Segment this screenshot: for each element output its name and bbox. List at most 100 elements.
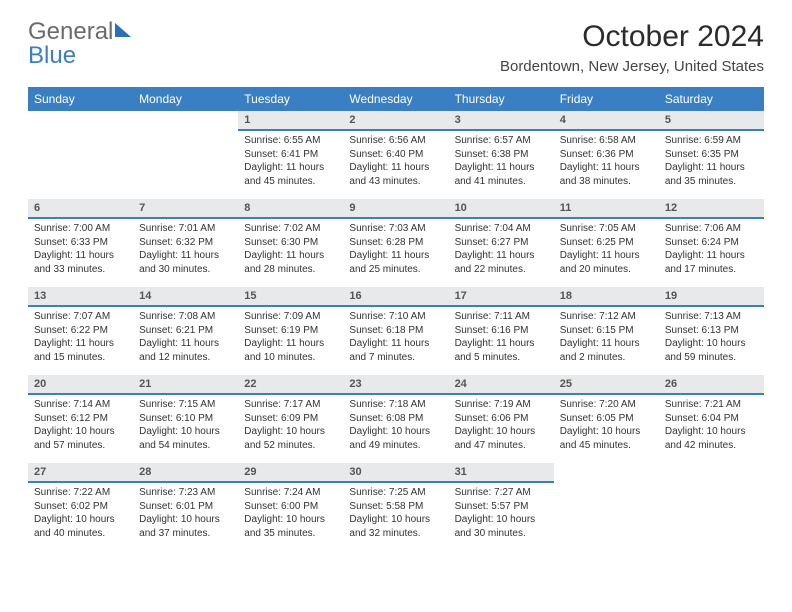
day-details: Sunrise: 6:56 AMSunset: 6:40 PMDaylight:… (343, 131, 448, 194)
daylight-text-1: Daylight: 10 hours (665, 337, 758, 351)
day-details: Sunrise: 7:24 AMSunset: 6:00 PMDaylight:… (238, 483, 343, 546)
day-details: Sunrise: 7:18 AMSunset: 6:08 PMDaylight:… (343, 395, 448, 458)
daylight-text-1: Daylight: 10 hours (139, 513, 232, 527)
day-number: 28 (133, 463, 238, 483)
day-details: Sunrise: 7:13 AMSunset: 6:13 PMDaylight:… (659, 307, 764, 370)
daylight-text-2: and 35 minutes. (665, 175, 758, 189)
daylight-text-2: and 49 minutes. (349, 439, 442, 453)
daylight-text-2: and 20 minutes. (560, 263, 653, 277)
day-number: 12 (659, 199, 764, 219)
sunrise-text: Sunrise: 7:15 AM (139, 398, 232, 412)
day-details: Sunrise: 7:07 AMSunset: 6:22 PMDaylight:… (28, 307, 133, 370)
daylight-text-1: Daylight: 11 hours (455, 161, 548, 175)
daylight-text-2: and 32 minutes. (349, 527, 442, 541)
daylight-text-2: and 40 minutes. (34, 527, 127, 541)
daylight-text-1: Daylight: 11 hours (244, 249, 337, 263)
day-number: 10 (449, 199, 554, 219)
daylight-text-2: and 52 minutes. (244, 439, 337, 453)
day-number: 22 (238, 375, 343, 395)
day-number: 31 (449, 463, 554, 483)
daylight-text-1: Daylight: 10 hours (34, 513, 127, 527)
calendar-day-cell: 17Sunrise: 7:11 AMSunset: 6:16 PMDayligh… (449, 287, 554, 375)
daylight-text-1: Daylight: 11 hours (665, 161, 758, 175)
sunrise-text: Sunrise: 7:21 AM (665, 398, 758, 412)
day-number: 13 (28, 287, 133, 307)
day-details: Sunrise: 7:02 AMSunset: 6:30 PMDaylight:… (238, 219, 343, 282)
daylight-text-1: Daylight: 10 hours (244, 513, 337, 527)
calendar-day-cell: 22Sunrise: 7:17 AMSunset: 6:09 PMDayligh… (238, 375, 343, 463)
day-number: 7 (133, 199, 238, 219)
day-details: Sunrise: 7:08 AMSunset: 6:21 PMDaylight:… (133, 307, 238, 370)
sunset-text: Sunset: 6:38 PM (455, 148, 548, 162)
calendar-day-cell: 26Sunrise: 7:21 AMSunset: 6:04 PMDayligh… (659, 375, 764, 463)
logo-text-block: General Blue (28, 20, 135, 68)
month-title: October 2024 (500, 20, 764, 54)
daylight-text-1: Daylight: 10 hours (34, 425, 127, 439)
daylight-text-2: and 33 minutes. (34, 263, 127, 277)
day-number: 23 (343, 375, 448, 395)
sunset-text: Sunset: 6:19 PM (244, 324, 337, 338)
daylight-text-2: and 10 minutes. (244, 351, 337, 365)
calendar-day-cell: 10Sunrise: 7:04 AMSunset: 6:27 PMDayligh… (449, 199, 554, 287)
day-details: Sunrise: 7:17 AMSunset: 6:09 PMDaylight:… (238, 395, 343, 458)
calendar-day-cell: 21Sunrise: 7:15 AMSunset: 6:10 PMDayligh… (133, 375, 238, 463)
sunset-text: Sunset: 6:08 PM (349, 412, 442, 426)
sunrise-text: Sunrise: 7:00 AM (34, 222, 127, 236)
sunrise-text: Sunrise: 7:20 AM (560, 398, 653, 412)
sunset-text: Sunset: 6:12 PM (34, 412, 127, 426)
daylight-text-1: Daylight: 10 hours (455, 513, 548, 527)
daylight-text-1: Daylight: 11 hours (34, 249, 127, 263)
sunset-text: Sunset: 6:09 PM (244, 412, 337, 426)
sunrise-text: Sunrise: 7:03 AM (349, 222, 442, 236)
day-details: Sunrise: 7:06 AMSunset: 6:24 PMDaylight:… (659, 219, 764, 282)
day-details: Sunrise: 7:10 AMSunset: 6:18 PMDaylight:… (343, 307, 448, 370)
calendar-day-cell: 28Sunrise: 7:23 AMSunset: 6:01 PMDayligh… (133, 463, 238, 551)
sunrise-text: Sunrise: 7:25 AM (349, 486, 442, 500)
sunset-text: Sunset: 6:33 PM (34, 236, 127, 250)
daylight-text-2: and 54 minutes. (139, 439, 232, 453)
sunrise-text: Sunrise: 7:09 AM (244, 310, 337, 324)
day-details: Sunrise: 7:15 AMSunset: 6:10 PMDaylight:… (133, 395, 238, 458)
day-number: 21 (133, 375, 238, 395)
sunset-text: Sunset: 6:41 PM (244, 148, 337, 162)
sunrise-text: Sunrise: 6:58 AM (560, 134, 653, 148)
daylight-text-2: and 28 minutes. (244, 263, 337, 277)
daylight-text-1: Daylight: 11 hours (665, 249, 758, 263)
sunrise-text: Sunrise: 7:04 AM (455, 222, 548, 236)
calendar-day-cell: 9Sunrise: 7:03 AMSunset: 6:28 PMDaylight… (343, 199, 448, 287)
calendar-day-cell: 5Sunrise: 6:59 AMSunset: 6:35 PMDaylight… (659, 111, 764, 199)
calendar-day-cell: 25Sunrise: 7:20 AMSunset: 6:05 PMDayligh… (554, 375, 659, 463)
daylight-text-2: and 2 minutes. (560, 351, 653, 365)
day-header: Monday (133, 87, 238, 111)
sunrise-text: Sunrise: 7:14 AM (34, 398, 127, 412)
daylight-text-2: and 5 minutes. (455, 351, 548, 365)
daylight-text-2: and 7 minutes. (349, 351, 442, 365)
title-block: October 2024 Bordentown, New Jersey, Uni… (500, 20, 764, 75)
calendar-day-cell: 30Sunrise: 7:25 AMSunset: 5:58 PMDayligh… (343, 463, 448, 551)
daylight-text-2: and 25 minutes. (349, 263, 442, 277)
location: Bordentown, New Jersey, United States (500, 58, 764, 75)
day-details: Sunrise: 7:03 AMSunset: 6:28 PMDaylight:… (343, 219, 448, 282)
sunrise-text: Sunrise: 7:06 AM (665, 222, 758, 236)
sunset-text: Sunset: 6:35 PM (665, 148, 758, 162)
day-details: Sunrise: 7:01 AMSunset: 6:32 PMDaylight:… (133, 219, 238, 282)
day-header: Thursday (449, 87, 554, 111)
daylight-text-1: Daylight: 11 hours (455, 337, 548, 351)
sunset-text: Sunset: 6:06 PM (455, 412, 548, 426)
sunrise-text: Sunrise: 7:23 AM (139, 486, 232, 500)
sunset-text: Sunset: 6:05 PM (560, 412, 653, 426)
day-number: 19 (659, 287, 764, 307)
sunset-text: Sunset: 6:15 PM (560, 324, 653, 338)
sunset-text: Sunset: 6:21 PM (139, 324, 232, 338)
day-number: 9 (343, 199, 448, 219)
calendar-day-cell: 12Sunrise: 7:06 AMSunset: 6:24 PMDayligh… (659, 199, 764, 287)
daylight-text-1: Daylight: 11 hours (244, 161, 337, 175)
daylight-text-1: Daylight: 10 hours (349, 513, 442, 527)
day-number: 24 (449, 375, 554, 395)
daylight-text-1: Daylight: 11 hours (34, 337, 127, 351)
sunset-text: Sunset: 6:00 PM (244, 500, 337, 514)
calendar-body: ....1Sunrise: 6:55 AMSunset: 6:41 PMDayl… (28, 111, 764, 551)
calendar-day-cell: 1Sunrise: 6:55 AMSunset: 6:41 PMDaylight… (238, 111, 343, 199)
day-details: Sunrise: 7:09 AMSunset: 6:19 PMDaylight:… (238, 307, 343, 370)
calendar-day-cell: 8Sunrise: 7:02 AMSunset: 6:30 PMDaylight… (238, 199, 343, 287)
